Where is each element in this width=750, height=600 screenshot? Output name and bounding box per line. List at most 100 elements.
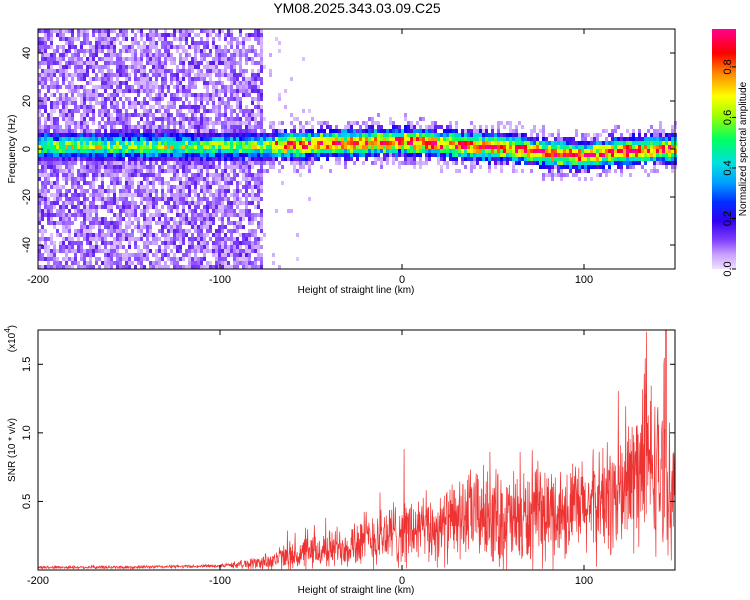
heatmap-cell	[245, 49, 248, 53]
heatmap-cell	[320, 141, 323, 145]
heatmap-cell	[83, 221, 86, 225]
heatmap-cell	[584, 169, 587, 173]
heatmap-cell	[101, 241, 104, 245]
heatmap-cell	[224, 253, 227, 257]
heatmap-cell	[173, 193, 176, 197]
heatmap-cell	[218, 89, 221, 93]
heatmap-cell	[527, 149, 530, 153]
heatmap-cell	[512, 149, 515, 153]
heatmap-cell	[539, 153, 542, 157]
heatmap-cell	[290, 129, 293, 133]
heatmap-cell	[140, 233, 143, 237]
heatmap-cell	[50, 241, 53, 245]
heatmap-cell	[338, 141, 341, 145]
heatmap-cell	[125, 33, 128, 37]
heatmap-cell	[185, 181, 188, 185]
heatmap-cell	[269, 145, 272, 149]
heatmap-cell	[413, 125, 416, 129]
heatmap-cell	[101, 81, 104, 85]
heatmap-cell	[182, 101, 185, 105]
heatmap-cell	[152, 73, 155, 77]
heatmap-cell	[98, 69, 101, 73]
heatmap-cell	[164, 213, 167, 217]
heatmap-cell	[98, 173, 101, 177]
heatmap-cell	[95, 241, 98, 245]
heatmap-cell	[164, 253, 167, 257]
heatmap-cell	[551, 169, 554, 173]
heatmap-cell	[245, 165, 248, 169]
snr-y-tick-label: 1.0	[21, 425, 33, 440]
figure-title: YM08.2025.343.03.09.C25	[273, 0, 441, 16]
heatmap-cell	[164, 149, 167, 153]
heatmap-cell	[38, 241, 41, 245]
heatmap-cell	[101, 149, 104, 153]
heatmap-cell	[47, 189, 50, 193]
heatmap-cell	[671, 133, 674, 137]
heatmap-cell	[632, 137, 635, 141]
heatmap-cell	[248, 37, 251, 41]
heatmap-cell	[107, 189, 110, 193]
heatmap-cell	[77, 149, 80, 153]
heatmap-cell	[170, 205, 173, 209]
heatmap-cell	[257, 37, 260, 41]
heatmap-cell	[290, 209, 293, 213]
heatmap-cell	[62, 257, 65, 261]
heatmap-cell	[173, 153, 176, 157]
heatmap-cell	[209, 145, 212, 149]
heatmap-cell	[140, 101, 143, 105]
heatmap-cell	[107, 133, 110, 137]
heatmap-cell	[548, 133, 551, 137]
heatmap-cell	[131, 181, 134, 185]
heatmap-cell	[410, 161, 413, 165]
heatmap-cell	[242, 177, 245, 181]
heatmap-cell	[152, 129, 155, 133]
heatmap-cell	[476, 133, 479, 137]
heatmap-cell	[344, 161, 347, 165]
heatmap-cell	[647, 137, 650, 141]
heatmap-cell	[98, 257, 101, 261]
heatmap-cell	[137, 229, 140, 233]
heatmap-cell	[488, 145, 491, 149]
heatmap-cell	[125, 125, 128, 129]
heatmap-cell	[152, 189, 155, 193]
heatmap-cell	[44, 173, 47, 177]
heatmap-cell	[83, 105, 86, 109]
heatmap-cell	[140, 249, 143, 253]
heatmap-cell	[164, 45, 167, 49]
heatmap-cell	[626, 129, 629, 133]
heatmap-cell	[533, 157, 536, 161]
heatmap-cell	[101, 165, 104, 169]
heatmap-cell	[143, 129, 146, 133]
heatmap-cell	[65, 145, 68, 149]
heatmap-cell	[146, 149, 149, 153]
heatmap-cell	[230, 93, 233, 97]
heatmap-cell	[155, 189, 158, 193]
heatmap-cell	[83, 153, 86, 157]
heatmap-cell	[197, 153, 200, 157]
heatmap-cell	[68, 141, 71, 145]
heatmap-cell	[278, 265, 281, 269]
heatmap-cell	[71, 193, 74, 197]
heatmap-cell	[521, 137, 524, 141]
heatmap-cell	[530, 137, 533, 141]
heatmap-cell	[368, 137, 371, 141]
heatmap-cell	[155, 85, 158, 89]
heatmap-cell	[248, 261, 251, 265]
heatmap-cell	[260, 173, 263, 177]
heatmap-cell	[224, 145, 227, 149]
heatmap-cell	[161, 145, 164, 149]
heatmap-cell	[41, 61, 44, 65]
heatmap-cell	[224, 93, 227, 97]
heatmap-cell	[98, 57, 101, 61]
heatmap-cell	[146, 113, 149, 117]
heatmap-cell	[53, 49, 56, 53]
heatmap-cell	[125, 185, 128, 189]
heatmap-cell	[239, 57, 242, 61]
heatmap-cell	[260, 41, 263, 45]
heatmap-cell	[170, 193, 173, 197]
heatmap-cell	[71, 113, 74, 117]
heatmap-cell	[128, 173, 131, 177]
heatmap-cell	[161, 89, 164, 93]
heatmap-cell	[368, 129, 371, 133]
